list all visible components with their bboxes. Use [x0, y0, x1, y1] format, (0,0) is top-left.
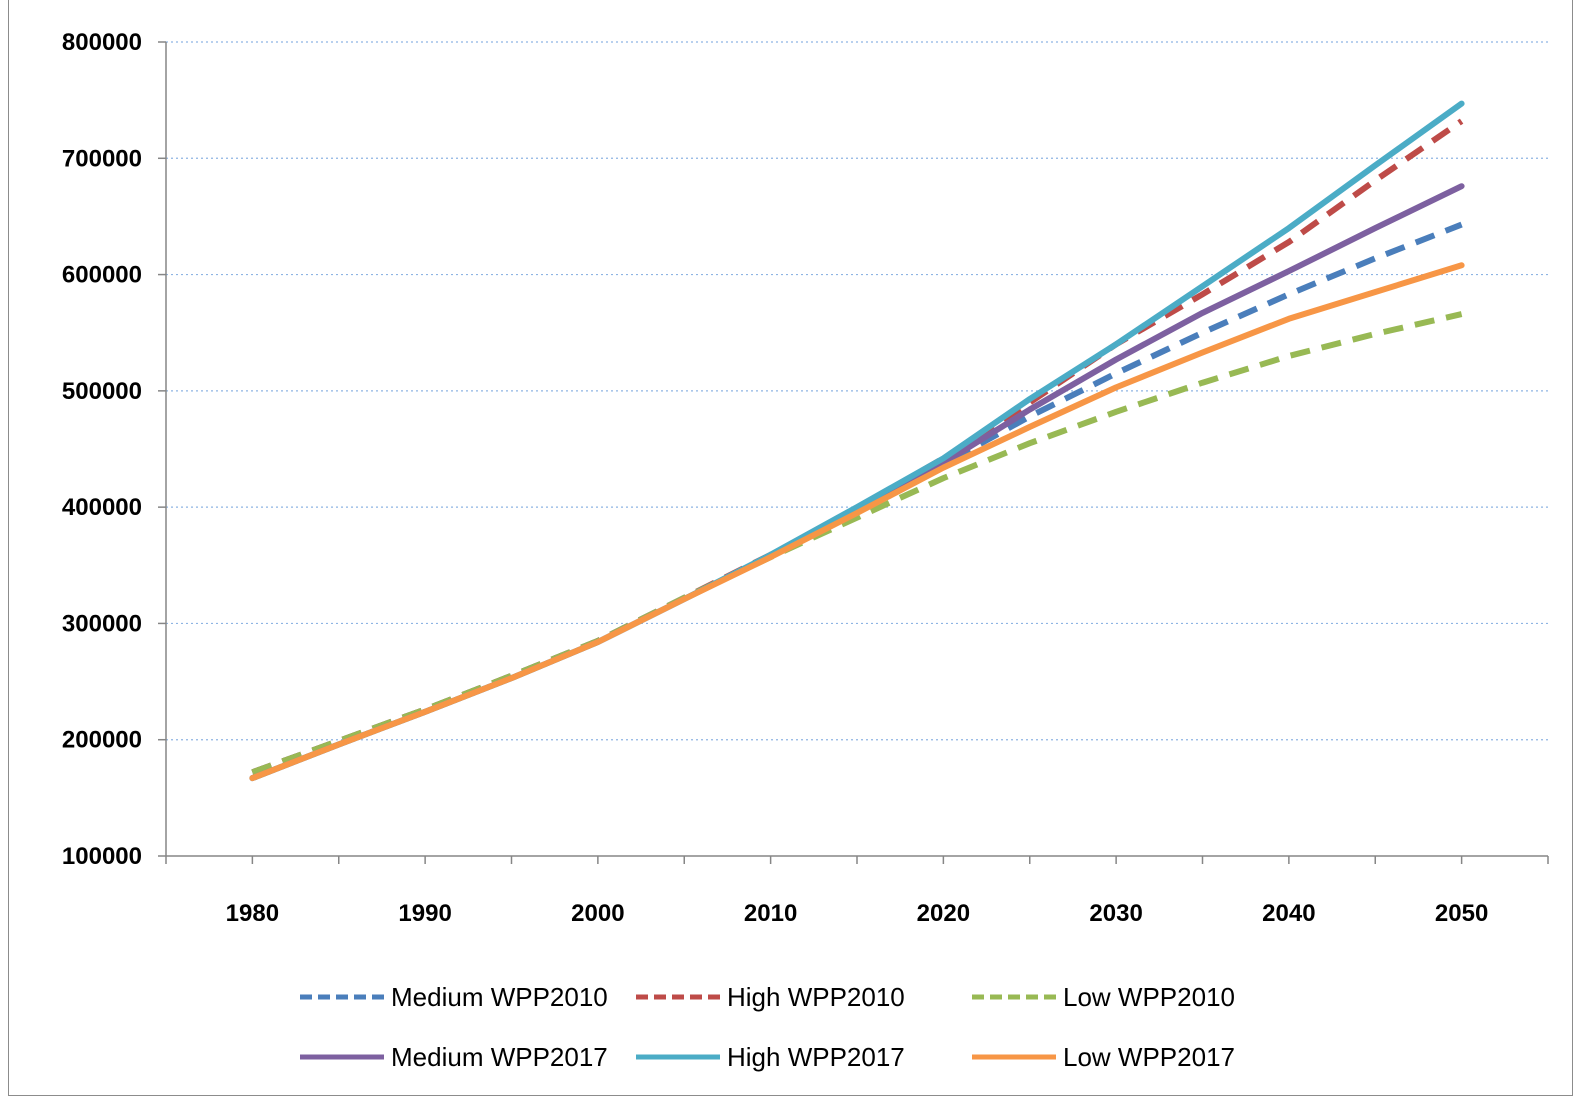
legend-item: High WPP2010 — [636, 982, 905, 1012]
series-line-low-wpp2010 — [251, 311, 1463, 776]
series-line-high-wpp2010 — [251, 118, 1464, 776]
series-line-medium-wpp2010 — [251, 221, 1463, 776]
legend-label: High WPP2010 — [727, 982, 905, 1012]
gridlines — [166, 41, 1548, 741]
series-line-high-wpp2017 — [249, 100, 1465, 782]
legend-item: Medium WPP2017 — [300, 1042, 608, 1072]
tick-labels: 100000 200000 300000 400000 500000 600000 7000… — [62, 29, 1488, 927]
y-tick-label: 300000 — [62, 610, 142, 637]
legend-label: Medium WPP2017 — [391, 1042, 608, 1072]
axes — [158, 41, 1549, 864]
y-tick-label: 400000 — [62, 494, 142, 521]
legend: Medium WPP2010 High WPP2010 Low WPP2010 Med… — [300, 982, 1235, 1072]
x-tick-label: 2000 — [571, 900, 624, 927]
legend-label: Low WPP2010 — [1063, 982, 1235, 1012]
legend-label: High WPP2017 — [727, 1042, 905, 1072]
series-lines — [249, 100, 1465, 782]
y-tick-label: 200000 — [62, 727, 142, 754]
legend-label: Medium WPP2010 — [391, 982, 608, 1012]
x-tick-label: 1980 — [226, 900, 279, 927]
y-tick-label: 100000 — [62, 843, 142, 870]
x-tick-label: 2010 — [744, 900, 797, 927]
legend-item: Low WPP2017 — [972, 1042, 1235, 1072]
x-tick-label: 1990 — [398, 900, 451, 927]
x-tick-label: 2030 — [1089, 900, 1142, 927]
legend-label: Low WPP2017 — [1063, 1042, 1235, 1072]
x-tick-label: 2020 — [917, 900, 970, 927]
series-line-low-wpp2017 — [249, 262, 1465, 782]
x-tick-label: 2040 — [1262, 900, 1315, 927]
legend-item: Medium WPP2010 — [300, 982, 608, 1012]
y-tick-label: 500000 — [62, 378, 142, 405]
y-tick-label: 600000 — [62, 262, 142, 289]
legend-item: High WPP2017 — [636, 1042, 905, 1072]
y-tick-label: 700000 — [62, 145, 142, 172]
legend-item: Low WPP2010 — [972, 982, 1235, 1012]
x-tick-label: 2050 — [1435, 900, 1488, 927]
y-tick-label: 800000 — [62, 29, 142, 56]
